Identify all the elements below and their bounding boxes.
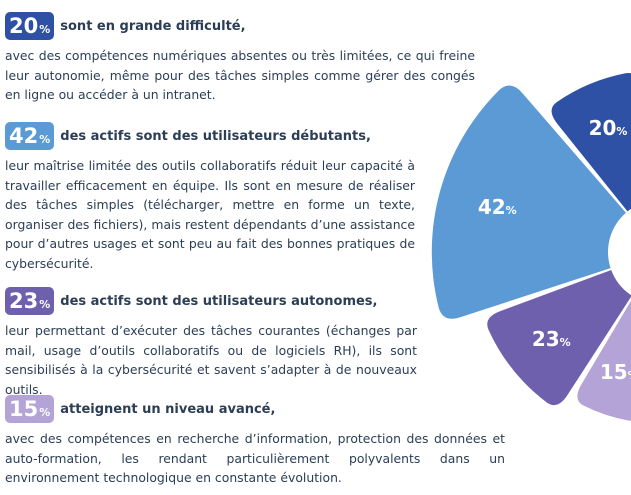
fan-slice-2 (487, 270, 631, 406)
block-2-text: leur permettant d’exécuter des tâches co… (5, 323, 417, 397)
block-1-headline: des actifs sont des utilisateurs débutan… (60, 128, 371, 144)
fan-slice-label-2: 23% (532, 327, 571, 351)
fan-hub (612, 213, 631, 291)
block-0-header: 20% sont en grande difficulté, (5, 12, 475, 40)
block-0-headline: sont en grande difficulté, (60, 18, 246, 34)
block-0-badge-number: 20 (9, 14, 39, 38)
block-3-header: 15% atteignent un niveau avancé, (5, 395, 505, 423)
fan-slice-label-1: 42% (478, 195, 517, 219)
block-1-badge-percent: % (39, 133, 51, 146)
block-0-text: avec des compétences numériques absentes… (5, 48, 475, 102)
fan-slice-label-3: 15% (600, 360, 631, 384)
block-3-badge-number: 15 (9, 397, 39, 421)
block-2-header: 23% des actifs sont des utilisateurs aut… (5, 287, 417, 315)
block-1-text: leur maîtrise limitée des outils collabo… (5, 158, 415, 271)
block-0-badge-percent: % (39, 23, 51, 36)
block-1-badge: 42% (5, 122, 55, 150)
block-2-headline: des actifs sont des utilisateurs autonom… (60, 293, 378, 309)
block-3: 15% atteignent un niveau avancé, avec de… (5, 395, 505, 488)
block-1-badge-number: 42 (9, 124, 39, 148)
fan-slice-3 (577, 300, 631, 421)
block-1-header: 42% des actifs sont des utilisateurs déb… (5, 122, 415, 150)
block-1: 42% des actifs sont des utilisateurs déb… (5, 122, 415, 273)
fan-slice-0 (551, 72, 631, 212)
block-2-badge-percent: % (39, 298, 51, 311)
block-3-text: avec des compétences en recherche d’info… (5, 431, 505, 485)
block-2-badge-number: 23 (9, 289, 39, 313)
block-3-headline: atteignent un niveau avancé, (60, 401, 276, 417)
fan-slice-label-0: 20% (589, 116, 628, 140)
block-0: 20% sont en grande difficulté, avec des … (5, 12, 475, 105)
block-2: 23% des actifs sont des utilisateurs aut… (5, 287, 417, 399)
block-2-badge: 23% (5, 287, 55, 315)
block-3-badge-percent: % (39, 406, 51, 419)
block-3-badge: 15% (5, 395, 55, 423)
fan-slice-1 (431, 85, 626, 319)
block-0-badge: 20% (5, 12, 55, 40)
